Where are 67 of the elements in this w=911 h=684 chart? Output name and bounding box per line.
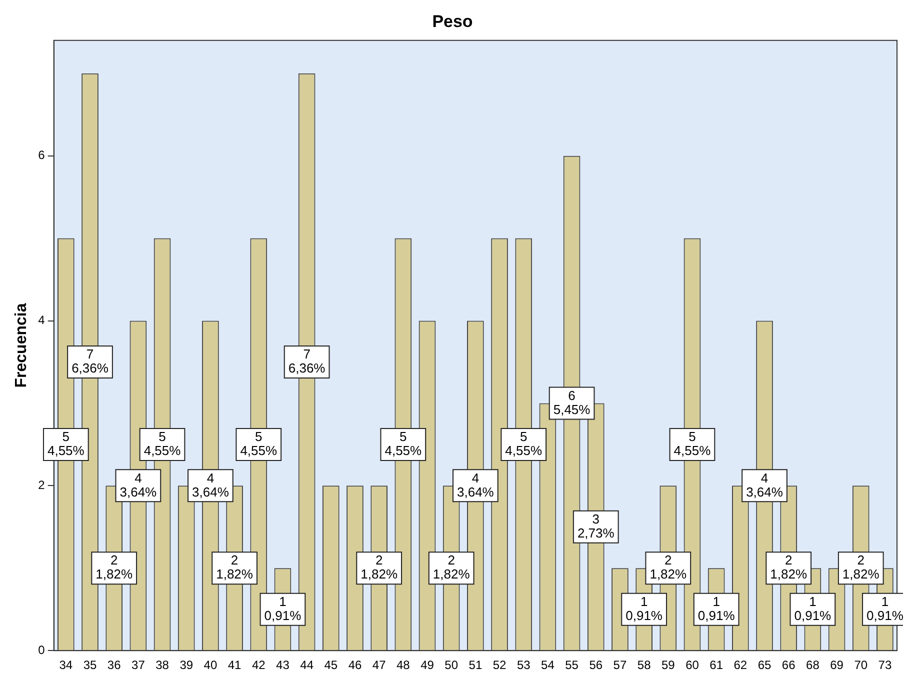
x-tick-label: 56 (589, 658, 603, 672)
data-label: 5 4,55% (47, 429, 85, 458)
data-label: 7 6,36% (288, 346, 326, 376)
data-label: 4 3,64% (192, 470, 230, 500)
data-label: 2 1,82% (770, 552, 808, 582)
data-label: 1 0,91% (698, 594, 736, 623)
x-tick-label: 47 (372, 658, 386, 672)
y-axis-title: Frecuencia (13, 303, 30, 388)
data-label: 5 4,55% (505, 429, 542, 458)
x-tick-label: 48 (396, 658, 410, 672)
data-label: 5 4,55% (384, 429, 422, 458)
x-tick-label: 38 (156, 658, 170, 672)
x-tick-label: 45 (324, 658, 338, 672)
x-tick-label: 62 (734, 658, 748, 672)
x-tick-label: 69 (830, 658, 844, 672)
x-tick-label: 61 (710, 658, 724, 672)
x-tick-label: 73 (878, 658, 892, 672)
data-label: 5 4,55% (240, 429, 278, 458)
x-tick-label: 53 (516, 658, 531, 672)
x-tick-label: 42 (252, 658, 266, 672)
data-label: 2 1,82% (360, 552, 398, 582)
x-tick-label: 43 (276, 658, 290, 672)
data-label: 1 0,91% (866, 594, 904, 623)
x-tick-label: 36 (107, 658, 122, 672)
data-label: 4 3,64% (746, 470, 784, 500)
x-tick-label: 39 (180, 658, 194, 672)
x-tick-label: 55 (565, 658, 579, 672)
y-tick-label: 4 (38, 313, 46, 328)
data-label: 4 3,64% (457, 470, 494, 500)
x-tick-label: 54 (541, 658, 555, 672)
data-label: 2 1,82% (650, 552, 688, 582)
y-tick-label: 6 (38, 148, 46, 162)
data-label: 1 0,91% (264, 594, 302, 623)
data-label: 3 2,73% (577, 511, 615, 540)
x-tick-label: 44 (300, 658, 314, 672)
x-tick-label: 68 (806, 658, 820, 672)
x-tick-label: 49 (420, 658, 434, 672)
x-tick-label: 52 (492, 658, 507, 672)
data-label: 5 4,55% (674, 429, 712, 458)
x-tick-label: 51 (468, 658, 482, 672)
data-label: 1 0,91% (626, 594, 663, 623)
data-label: 7 6,36% (72, 346, 109, 376)
x-tick-label: 66 (782, 658, 796, 672)
x-tick-label: 40 (204, 658, 218, 672)
x-tick-label: 70 (854, 658, 868, 672)
x-tick-label: 35 (83, 658, 97, 672)
y-tick-label: 2 (38, 478, 46, 492)
x-tick-label: 65 (758, 658, 772, 672)
x-tick-label: 57 (613, 658, 627, 672)
data-label: 4 3,64% (120, 470, 158, 500)
x-tick-label: 60 (686, 658, 700, 672)
y-tick-label: 0 (38, 642, 46, 657)
data-label: 5 4,55% (144, 429, 182, 458)
x-tick-label: 41 (228, 658, 242, 672)
x-tick-label: 37 (132, 658, 146, 672)
data-label: 6 5,45% (553, 388, 591, 417)
x-tick-label: 46 (348, 658, 362, 672)
data-label: 1 0,91% (794, 594, 832, 623)
x-tick-label: 58 (637, 658, 652, 672)
data-label: 2 1,82% (432, 552, 470, 582)
chart-title: Peso (432, 12, 473, 31)
x-tick-label: 59 (661, 658, 676, 672)
data-label: 2 1,82% (96, 552, 133, 582)
data-label: 2 1,82% (842, 552, 880, 582)
x-tick-label: 50 (444, 658, 458, 672)
data-label: 2 1,82% (216, 552, 254, 582)
x-tick-label: 34 (59, 658, 73, 672)
